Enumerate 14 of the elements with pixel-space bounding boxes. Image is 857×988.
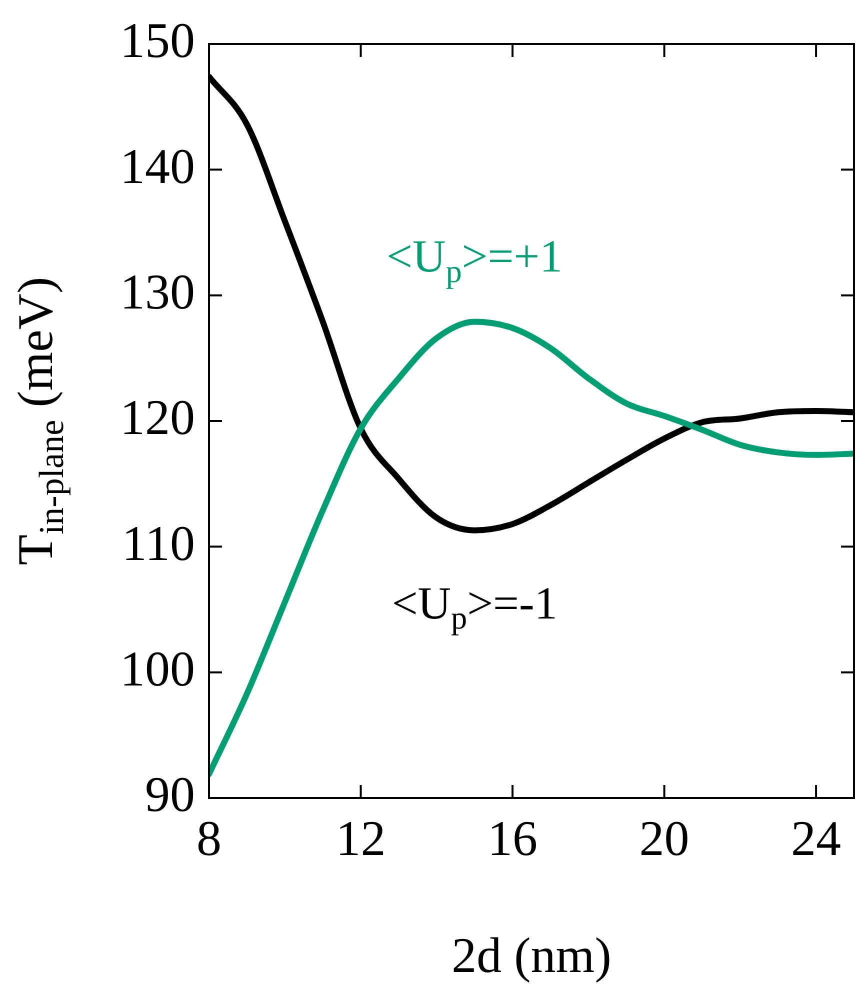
- y-tick-label: 100: [120, 640, 195, 696]
- y-tick-label: 110: [122, 514, 195, 571]
- y-tick-label: 120: [120, 389, 195, 446]
- y-tick-label: 90: [145, 766, 195, 822]
- x-axis-title: 2d (nm): [452, 927, 612, 983]
- y-tick-label: 150: [120, 12, 195, 68]
- x-tick-label: 16: [488, 810, 538, 866]
- y-tick-label: 140: [120, 138, 195, 194]
- x-tick-label: 8: [196, 810, 222, 866]
- y-tick-label: 130: [120, 263, 195, 320]
- x-tick-label: 24: [791, 810, 842, 866]
- y-axis-title: Tin-plane (meV): [7, 276, 71, 566]
- x-tick-label: 12: [336, 810, 386, 866]
- x-tick-label: 20: [639, 810, 690, 866]
